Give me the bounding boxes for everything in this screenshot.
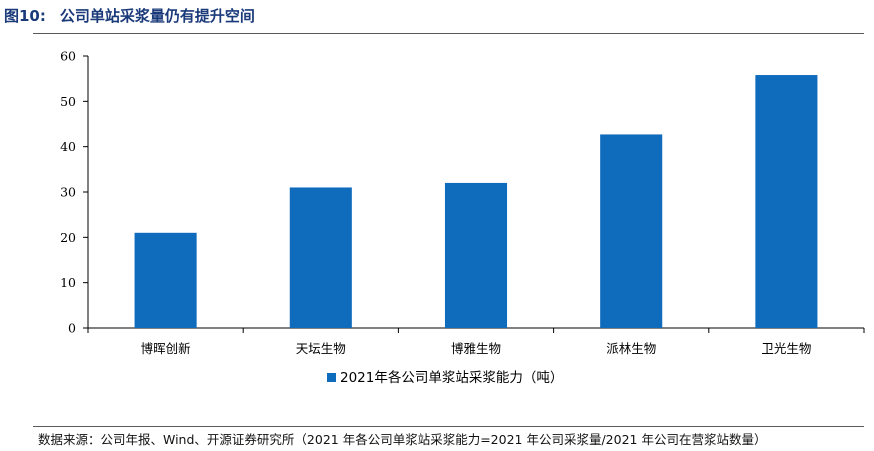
- bar: [755, 75, 818, 328]
- y-tick-label: 30: [60, 185, 76, 200]
- x-category-label: 卫光生物: [761, 341, 811, 356]
- legend-label: 2021年各公司单浆站采浆能力（吨）: [340, 370, 563, 386]
- title-divider: [33, 33, 864, 34]
- bar: [600, 134, 663, 328]
- figure-title-text: 公司单站采浆量仍有提升空间: [59, 7, 255, 25]
- x-category-label: 派林生物: [606, 341, 656, 356]
- bar: [134, 232, 197, 328]
- source-note: 数据来源：公司年报、Wind、开源证券研究所（2021 年各公司单浆站采浆能力=…: [38, 432, 767, 447]
- y-tick-label: 10: [60, 275, 76, 290]
- y-tick-label: 40: [60, 139, 76, 154]
- bar: [289, 187, 352, 328]
- x-category-label: 博晖创新: [141, 341, 191, 356]
- source-divider: [33, 426, 864, 427]
- y-tick-label: 50: [60, 94, 76, 109]
- figure-number: 图10:: [4, 7, 46, 25]
- y-tick-label: 0: [68, 321, 76, 336]
- y-tick-label: 20: [60, 230, 76, 245]
- legend-swatch: [327, 373, 336, 382]
- figure-title: 图10: 公司单站采浆量仍有提升空间: [4, 5, 255, 26]
- x-category-label: 天坛生物: [296, 341, 346, 356]
- y-tick-label: 60: [60, 49, 76, 64]
- x-category-label: 博雅生物: [451, 341, 501, 356]
- bar: [444, 182, 508, 328]
